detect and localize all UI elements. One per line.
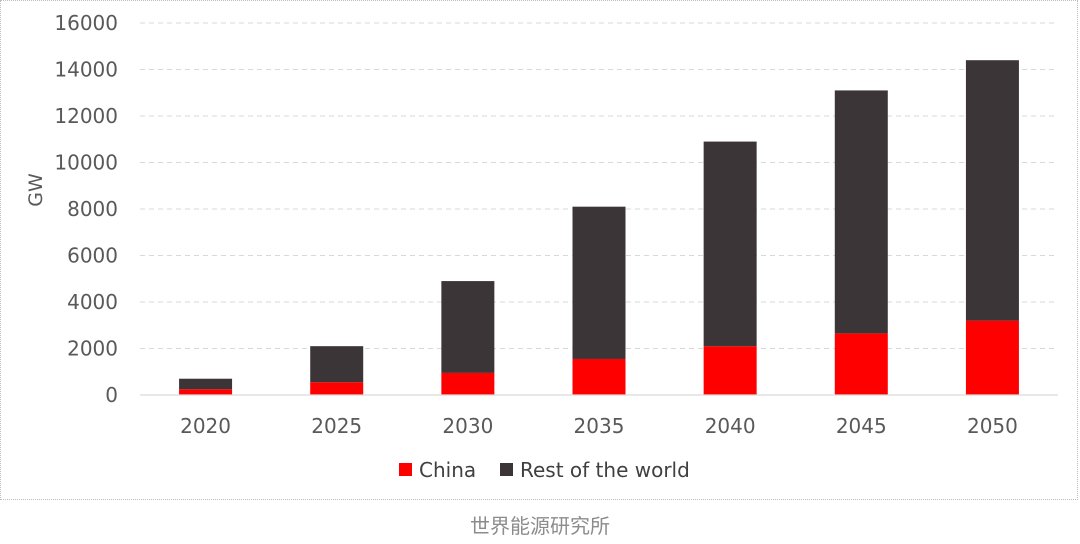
axes: 0 2000 4000 6000 8000 10000 12000 14000 16000 202… (54, 11, 1058, 438)
x-tick-label: 2020 (180, 414, 231, 438)
bar-segment-rest-of-world (441, 281, 495, 373)
bar-segment-china (179, 389, 233, 395)
y-tick-label: 10000 (54, 151, 118, 175)
y-tick-label: 14000 (54, 58, 118, 82)
bar-segment-rest-of-world (310, 346, 364, 383)
bar-segment-china (572, 358, 626, 395)
y-axis-title: GW (25, 173, 47, 207)
bar-segment-rest-of-world (965, 60, 1019, 321)
legend: China Rest of the world (399, 458, 690, 482)
x-tick-label: 2025 (311, 414, 362, 438)
bar-segment-china (965, 320, 1019, 395)
x-tick-label: 2045 (836, 414, 887, 438)
x-tick-label: 2050 (967, 414, 1018, 438)
gridlines (140, 22, 1058, 349)
stacked-bar-chart: 0 2000 4000 6000 8000 10000 12000 14000 16000 202… (25, 11, 1058, 482)
bars (179, 60, 1019, 395)
legend-item-china-label: China (419, 458, 476, 482)
bar-segment-rest-of-world (834, 90, 888, 334)
legend-item-rest-of-world-label: Rest of the world (520, 458, 690, 482)
y-tick-label: 0 (105, 383, 118, 407)
y-tick-label: 8000 (67, 197, 118, 221)
chart-frame (0, 0, 1078, 500)
legend-item-china-swatch (399, 463, 412, 476)
legend-item-rest-of-world-swatch (500, 463, 513, 476)
y-tick-label: 4000 (67, 290, 118, 314)
bar-segment-rest-of-world (179, 378, 233, 390)
footer-caption: 世界能源研究所 (470, 514, 610, 538)
y-tick-label: 16000 (54, 11, 118, 35)
bar-segment-china (441, 372, 495, 395)
y-tick-label: 6000 (67, 244, 118, 268)
bar-segment-china (310, 382, 364, 395)
bar-segment-china (834, 333, 888, 395)
x-tick-label: 2035 (574, 414, 625, 438)
y-tick-label: 12000 (54, 104, 118, 128)
bar-segment-rest-of-world (572, 206, 626, 359)
x-tick-label: 2030 (442, 414, 493, 438)
bar-segment-rest-of-world (703, 141, 757, 347)
bar-segment-china (703, 346, 757, 395)
x-tick-label: 2040 (705, 414, 756, 438)
y-tick-label: 2000 (67, 337, 118, 361)
